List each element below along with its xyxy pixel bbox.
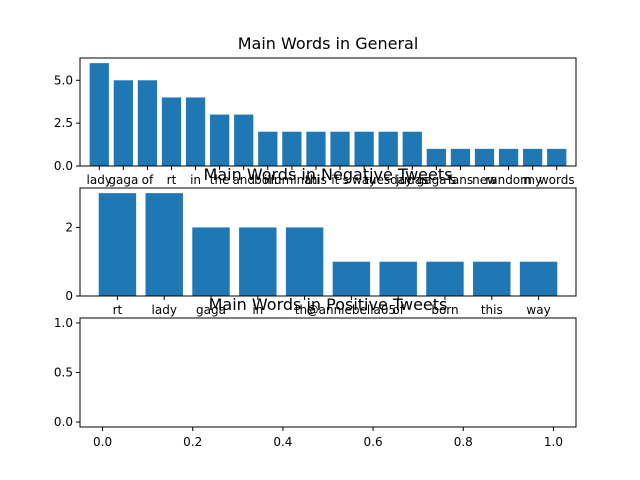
positive-x-axis: 0.0 0.2 0.4 0.6 0.8 1.0 [93, 427, 563, 449]
general-bar [113, 80, 133, 166]
positive-x-tick-label: 0.8 [454, 435, 473, 449]
general-bar [523, 148, 543, 166]
positive-y-tick-label: 0.0 [54, 415, 73, 429]
negative-bars [98, 193, 558, 296]
negative-y-tick-label: 2 [65, 220, 73, 234]
general-bar [547, 148, 567, 166]
negative-x-tick-label: gaga [196, 303, 226, 317]
negative-bar [145, 193, 183, 296]
general-bar [306, 131, 326, 166]
general-x-tick-label: born [254, 173, 281, 187]
negative-x-tick-label: born [431, 303, 458, 317]
positive-chart-title: Main Words in Positive Tweets [209, 295, 448, 314]
general-x-tick-label: lady [87, 173, 112, 187]
general-x-tick-label: tuesday [364, 173, 412, 187]
negative-x-tick-label: way [526, 303, 550, 317]
general-bar [354, 131, 374, 166]
general-bar [185, 97, 206, 166]
general-x-tick-label: gaga [108, 173, 138, 187]
general-x-tick-label: random [485, 173, 532, 187]
general-bar [330, 131, 350, 166]
general-y-axis: 0.0 2.5 5.0 [54, 73, 80, 173]
general-x-tick-label: and [232, 173, 255, 187]
general-x-tick-label: new [472, 173, 497, 187]
general-y-tick-label: 2.5 [54, 116, 73, 130]
negative-bar [426, 261, 464, 296]
negative-x-tick-label: @anniebella05 [307, 303, 397, 317]
negative-bar [473, 261, 511, 296]
general-x-tick-label: rt [167, 173, 177, 187]
general-y-tick-label: 5.0 [54, 73, 73, 87]
negative-bar [379, 261, 417, 296]
chart-positive: 0.0 0.5 1.0 0.0 0.2 0.4 0.6 0.8 1.0 Main Words … [54, 295, 577, 449]
negative-x-tick-label: rt [113, 303, 123, 317]
negative-y-axis: 02 [65, 220, 80, 303]
general-bars [89, 63, 567, 166]
general-x-tick-label: judas [395, 173, 428, 187]
negative-x-tick-label: of [392, 303, 404, 317]
general-x-tick-label: gaga's [417, 173, 457, 187]
general-bar [378, 131, 398, 166]
negative-chart-title: Main Words in Negative Tweets [204, 165, 453, 184]
negative-plot-frame [79, 187, 577, 297]
general-bar [137, 80, 158, 166]
positive-x-tick-label: 1.0 [544, 435, 563, 449]
general-x-tick-label: my [523, 173, 542, 187]
positive-plot-frame [79, 317, 577, 428]
negative-x-tick-label: lady [152, 303, 177, 317]
general-x-tick-label: this [305, 173, 327, 187]
negative-x-tick-label: this [481, 303, 503, 317]
general-plot-frame [79, 57, 577, 167]
general-bar [426, 148, 446, 166]
general-x-tick-label: words [539, 173, 575, 187]
negative-y-tick-label: 0 [65, 289, 73, 303]
general-bar [258, 131, 278, 166]
general-x-tick-label: in [190, 173, 201, 187]
negative-bar [332, 261, 371, 296]
negative-bar [519, 261, 558, 296]
negative-bar [285, 227, 324, 296]
general-x-tick-label: it's [331, 173, 349, 187]
general-bar [402, 131, 422, 166]
general-bar [498, 148, 519, 166]
negative-x-tick-label: the [295, 303, 315, 317]
general-x-tick-label: illuminati [264, 173, 320, 187]
general-bar [474, 148, 495, 166]
negative-x-tick-label: in [252, 303, 263, 317]
general-y-tick-label: 0.0 [54, 159, 73, 173]
general-bar [450, 148, 471, 166]
negative-bar [192, 227, 230, 296]
positive-y-axis: 0.0 0.5 1.0 [54, 316, 80, 429]
positive-x-tick-label: 0.4 [273, 435, 292, 449]
general-x-tick-label: the [210, 173, 230, 187]
negative-bar [239, 227, 277, 296]
general-x-tick-label: fans [448, 173, 473, 187]
positive-x-tick-label: 0.0 [93, 435, 112, 449]
general-bar [234, 114, 254, 166]
positive-x-tick-label: 0.6 [364, 435, 383, 449]
positive-y-tick-label: 0.5 [54, 366, 73, 380]
general-bar [161, 97, 182, 166]
positive-y-tick-label: 1.0 [54, 316, 73, 330]
general-bar [282, 131, 302, 166]
general-chart-title: Main Words in General [238, 34, 419, 53]
general-x-tick-label: way [352, 173, 376, 187]
general-bar [89, 63, 109, 166]
positive-x-tick-label: 0.2 [183, 435, 202, 449]
general-x-tick-label: of [142, 173, 154, 187]
general-bar [210, 114, 230, 166]
negative-bar [98, 193, 137, 296]
